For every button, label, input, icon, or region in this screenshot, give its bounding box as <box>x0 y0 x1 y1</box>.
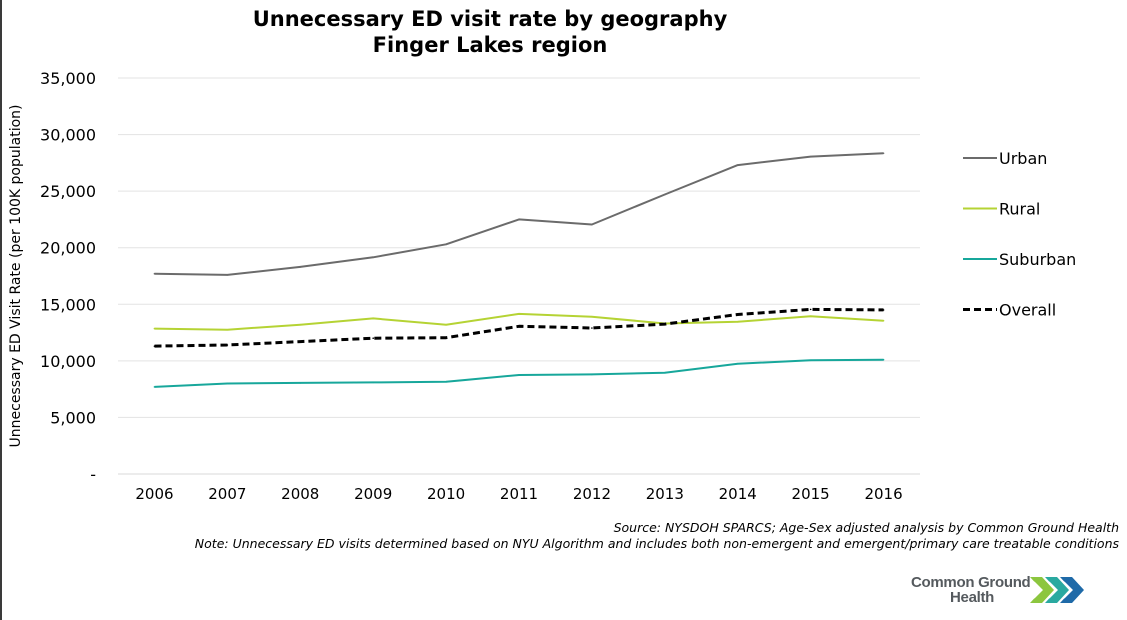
data-point-suburban <box>299 382 302 384</box>
data-point-overall <box>591 327 593 329</box>
x-tick-label: 2007 <box>208 485 246 503</box>
data-point-suburban <box>226 382 229 385</box>
data-point-rural <box>299 323 302 326</box>
legend-label-urban: Urban <box>999 149 1047 168</box>
logo-chevron-highlight <box>1033 581 1043 599</box>
logo-chevrons-icon <box>1030 577 1084 603</box>
data-point-rural <box>809 315 812 317</box>
data-point-overall <box>736 313 739 316</box>
y-tick-label: 25,000 <box>40 182 96 201</box>
data-point-rural <box>882 319 885 322</box>
data-point-overall <box>809 308 812 311</box>
y-tick-label: 35,000 <box>40 69 96 88</box>
y-tick-label: 15,000 <box>40 295 96 314</box>
data-point-rural <box>372 317 374 320</box>
data-point-rural <box>518 313 520 315</box>
data-point-rural <box>591 315 593 318</box>
methodology-note: Note: Unnecessary ED visits determined b… <box>194 536 1119 551</box>
data-point-rural <box>445 323 447 326</box>
y-tick-label: 10,000 <box>40 352 96 371</box>
data-point-overall <box>882 309 885 311</box>
x-tick-label: 2009 <box>354 485 392 503</box>
data-point-suburban <box>372 381 374 384</box>
data-point-suburban <box>882 358 885 361</box>
x-tick-label: 2012 <box>573 485 611 503</box>
x-tick-label: 2016 <box>864 485 902 503</box>
data-point-suburban <box>736 362 739 365</box>
x-tick-label: 2011 <box>500 485 538 503</box>
window-border <box>0 0 2 620</box>
logo-text-line1: Common Ground <box>911 574 1031 591</box>
data-point-suburban <box>809 359 812 362</box>
data-point-overall <box>664 323 666 325</box>
y-tick-label: 20,000 <box>40 239 96 258</box>
data-point-rural <box>736 321 739 323</box>
y-tick-label: 5,000 <box>50 408 96 427</box>
data-point-urban <box>518 218 520 221</box>
data-point-rural <box>226 328 229 331</box>
data-point-urban <box>372 256 374 259</box>
data-point-urban <box>153 272 156 275</box>
logo-chevron-highlight <box>1063 581 1073 599</box>
logo-text-line2: Health <box>950 589 995 606</box>
data-point-overall <box>372 337 374 340</box>
data-point-overall <box>153 345 156 347</box>
chart-title: Unnecessary ED visit rate by geography <box>252 7 728 31</box>
legend-label-rural: Rural <box>999 200 1040 219</box>
series-line-urban <box>154 152 884 276</box>
data-point-urban <box>664 193 666 196</box>
source-note: Source: NYSDOH SPARCS; Age-Sex adjusted … <box>613 520 1119 535</box>
x-tick-label: 2008 <box>281 485 319 503</box>
chart-subtitle: Finger Lakes region <box>372 33 608 57</box>
data-point-urban <box>736 164 739 166</box>
data-point-suburban <box>445 380 447 383</box>
legend-label-overall: Overall <box>999 301 1056 320</box>
y-tick-label: 30,000 <box>40 126 96 145</box>
data-point-suburban <box>518 374 520 376</box>
data-point-rural <box>153 327 156 330</box>
data-point-urban <box>299 266 302 268</box>
x-tick-label: 2015 <box>792 485 830 503</box>
series-line-suburban <box>154 358 884 388</box>
data-point-overall <box>299 340 302 343</box>
y-axis-title: Unnecessary ED Visit Rate (per 100K popu… <box>8 105 24 448</box>
x-tick-label: 2006 <box>135 485 173 503</box>
data-point-suburban <box>591 373 593 376</box>
x-tick-label: 2010 <box>427 485 465 503</box>
data-point-urban <box>226 274 229 276</box>
data-point-urban <box>809 155 812 158</box>
data-point-overall <box>226 344 229 346</box>
data-point-suburban <box>153 386 156 388</box>
data-point-overall <box>518 325 520 328</box>
data-point-suburban <box>664 371 666 374</box>
y-tick-label: - <box>90 465 96 484</box>
x-tick-label: 2013 <box>646 485 684 503</box>
legend-label-suburban: Suburban <box>999 250 1076 269</box>
x-tick-label: 2014 <box>719 485 757 503</box>
data-point-overall <box>445 336 447 339</box>
logo-chevron-highlight <box>1048 581 1058 599</box>
data-point-urban <box>882 152 885 155</box>
data-point-urban <box>445 243 447 246</box>
data-point-urban <box>591 223 593 226</box>
